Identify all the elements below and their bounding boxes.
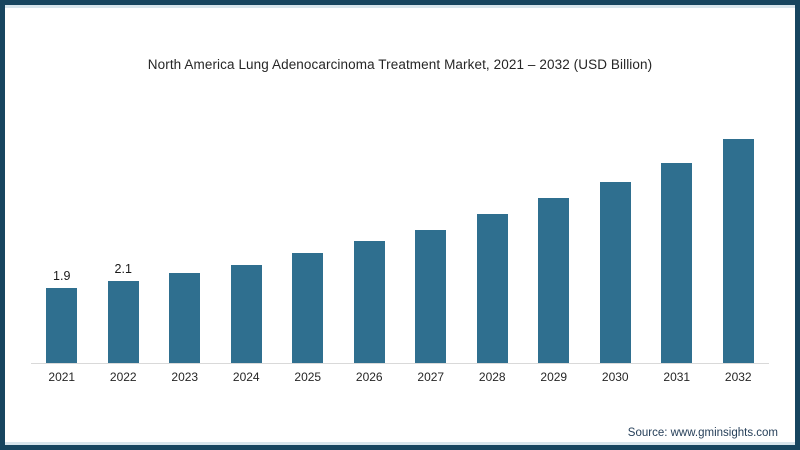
x-axis-line xyxy=(31,363,769,364)
bar-2027 xyxy=(415,229,447,363)
bar-group-2023 xyxy=(154,272,216,363)
bar-2028 xyxy=(476,213,508,363)
x-tick-2030: 2030 xyxy=(601,370,629,384)
bars: 1.9 2.1 xyxy=(31,100,769,363)
source-credit: Source: www.gminsights.com xyxy=(627,427,778,439)
bar-2022 xyxy=(107,280,139,363)
bar-group-2028 xyxy=(462,213,524,363)
bar-2023 xyxy=(169,272,201,363)
value-label-2022: 2.1 xyxy=(114,261,132,276)
bar-group-2031 xyxy=(646,162,708,363)
x-axis-labels: 2021 2022 2023 2024 2025 2026 2027 2028 2029 2030… xyxy=(31,370,769,384)
x-tick-2026: 2026 xyxy=(355,370,383,384)
bar-group-2021: 1.9 xyxy=(31,269,93,363)
bar-2030 xyxy=(599,182,631,363)
x-tick-2023: 2023 xyxy=(171,370,199,384)
bar-group-2026 xyxy=(339,241,401,363)
bar-2026 xyxy=(353,241,385,363)
bar-group-2027 xyxy=(400,229,462,363)
x-tick-2027: 2027 xyxy=(417,370,445,384)
x-tick-2028: 2028 xyxy=(478,370,506,384)
x-tick-2029: 2029 xyxy=(540,370,568,384)
plot-area: 1.9 2.1 xyxy=(31,100,769,363)
x-tick-2021: 2021 xyxy=(48,370,76,384)
chart-title: North America Lung Adenocarcinoma Treatm… xyxy=(147,57,653,72)
x-tick-2031: 2031 xyxy=(663,370,691,384)
x-tick-2024: 2024 xyxy=(232,370,260,384)
bar-group-2032 xyxy=(708,139,770,363)
bar-2024 xyxy=(230,264,262,363)
bar-group-2025 xyxy=(277,253,339,363)
bar-group-2029 xyxy=(523,198,585,363)
x-tick-2032: 2032 xyxy=(724,370,752,384)
bar-group-2030 xyxy=(585,182,647,363)
x-tick-2022: 2022 xyxy=(109,370,137,384)
bar-group-2022: 2.1 xyxy=(93,262,155,363)
bar-2032 xyxy=(722,139,754,363)
bar-2021 xyxy=(46,288,78,363)
bar-2025 xyxy=(292,253,324,363)
bar-group-2024 xyxy=(216,264,278,363)
bar-2029 xyxy=(538,198,570,363)
value-label-2021: 1.9 xyxy=(53,269,71,284)
x-tick-2025: 2025 xyxy=(294,370,322,384)
bar-2031 xyxy=(661,162,693,363)
